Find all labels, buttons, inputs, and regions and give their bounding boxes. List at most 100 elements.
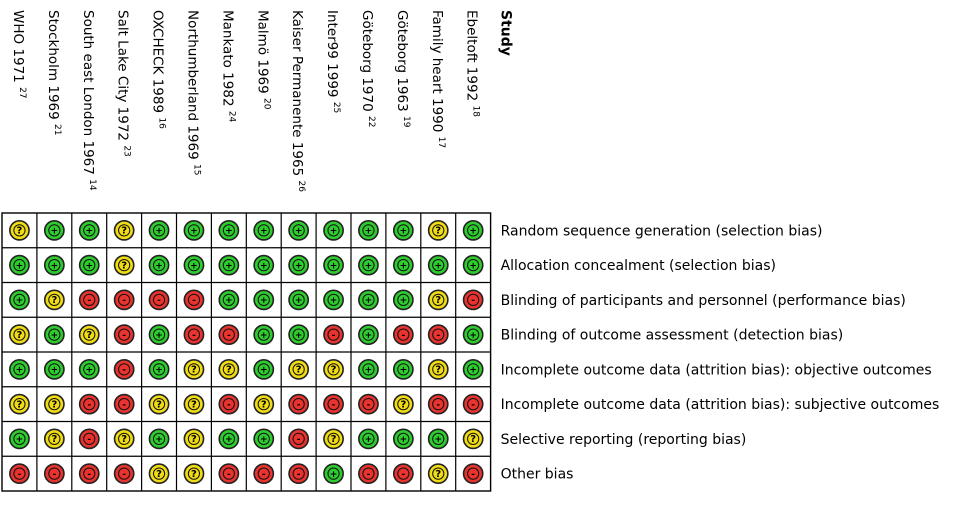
judgement-inner-ring xyxy=(152,224,166,237)
judgement-inner-ring xyxy=(222,224,235,237)
study-reference: 22 xyxy=(366,116,376,127)
judgement-inner-ring xyxy=(467,224,480,237)
study-reference: 24 xyxy=(226,111,236,123)
judgement-inner-ring xyxy=(222,293,235,306)
judgement-inner-ring xyxy=(362,224,375,237)
judgement-cell: - xyxy=(218,463,240,485)
judgement-symbol: - xyxy=(227,400,231,410)
judgement-inner-ring xyxy=(397,293,410,306)
judgement-cell: + xyxy=(148,324,170,346)
judgement-symbol: - xyxy=(332,331,336,341)
judgement-inner-ring xyxy=(13,432,26,445)
judgement-inner-ring xyxy=(13,398,26,411)
judgement-cell: ? xyxy=(113,219,135,241)
judgement-cell: + xyxy=(392,428,414,450)
study-header: Stockholm 1969 21 xyxy=(45,10,62,135)
judgement-symbol: + xyxy=(51,261,59,271)
judgement-symbol: + xyxy=(155,366,163,376)
judgement-inner-ring xyxy=(222,432,235,445)
study-header: Mankato 1982 24 xyxy=(219,10,236,123)
judgement-circle xyxy=(358,324,379,346)
judgement-symbol: - xyxy=(52,470,56,480)
judgement-cell: + xyxy=(9,254,30,276)
study-header: Salt Lake City 1972 23 xyxy=(115,10,132,157)
judgement-cell: - xyxy=(427,324,449,346)
judgement-circle xyxy=(113,463,135,485)
judgement-cell: ? xyxy=(43,289,65,311)
judgement-inner-ring xyxy=(327,467,340,480)
judgement-circle xyxy=(323,254,344,276)
judgement-inner-ring xyxy=(118,467,131,480)
judgement-circle xyxy=(427,289,449,311)
judgement-symbol: + xyxy=(295,331,303,341)
judgement-symbol: ? xyxy=(51,295,57,306)
judgement-inner-ring xyxy=(432,398,445,411)
study-reference: 14 xyxy=(87,179,97,191)
judgement-inner-ring xyxy=(118,398,131,411)
judgement-circle xyxy=(218,219,240,241)
judgement-inner-ring xyxy=(118,328,131,341)
judgement-inner-ring xyxy=(432,293,445,306)
judgement-inner-ring xyxy=(48,398,61,411)
judgement-inner-ring xyxy=(222,328,235,341)
judgement-inner-ring xyxy=(397,328,410,341)
judgement-symbol: - xyxy=(227,331,231,341)
judgement-symbol: ? xyxy=(51,399,57,410)
judgement-cell: + xyxy=(218,219,240,241)
judgement-circle xyxy=(427,324,449,346)
judgement-inner-ring xyxy=(48,293,61,306)
judgement-circle xyxy=(392,289,414,311)
judgement-circle xyxy=(253,254,275,276)
judgement-cell: ? xyxy=(392,393,414,415)
judgement-symbol: ? xyxy=(331,365,337,376)
judgement-cell: ? xyxy=(78,324,100,346)
judgement-inner-ring xyxy=(362,363,375,376)
judgement-inner-ring xyxy=(152,328,166,341)
judgement-grid xyxy=(1,212,492,492)
judgement-symbol: + xyxy=(225,261,233,271)
judgement-cell: - xyxy=(183,324,205,346)
judgement-circle xyxy=(43,463,65,485)
judgement-symbol: - xyxy=(18,470,22,480)
judgement-inner-ring xyxy=(327,328,340,341)
judgement-inner-ring xyxy=(152,293,166,306)
judgement-circle xyxy=(427,254,449,276)
judgement-cell: + xyxy=(358,289,379,311)
judgement-symbol: ? xyxy=(121,434,127,445)
judgement-inner-ring xyxy=(118,363,131,376)
judgement-inner-ring xyxy=(467,259,480,272)
judgement-symbol: - xyxy=(192,331,196,341)
judgement-symbol: - xyxy=(436,331,440,341)
judgement-circle xyxy=(288,428,310,450)
judgement-symbol: - xyxy=(367,470,371,480)
judgement-cell: - xyxy=(78,463,100,485)
study-header: WHO 1971 27 xyxy=(10,10,27,99)
judgement-cell: + xyxy=(392,254,414,276)
judgement-inner-ring xyxy=(257,432,270,445)
judgement-inner-ring xyxy=(48,467,61,480)
judgement-inner-ring xyxy=(118,259,131,272)
judgement-cell: - xyxy=(9,463,30,485)
judgement-circle xyxy=(113,358,135,380)
judgement-symbol: - xyxy=(122,470,126,480)
judgement-cell: - xyxy=(288,393,310,415)
judgement-circle xyxy=(288,358,310,380)
judgement-circle xyxy=(358,428,379,450)
judgement-inner-ring xyxy=(222,398,235,411)
judgement-cell: - xyxy=(78,393,100,415)
domain-label: Incomplete outcome data (attrition bias)… xyxy=(501,362,932,378)
judgement-symbol: + xyxy=(225,227,233,237)
judgement-circle xyxy=(323,463,344,485)
judgement-inner-ring xyxy=(292,398,305,411)
study-header: Family heart 1990 17 xyxy=(429,10,446,148)
judgement-symbol: + xyxy=(260,296,268,306)
judgement-circle xyxy=(78,358,100,380)
judgement-inner-ring xyxy=(292,224,305,237)
judgement-symbol: + xyxy=(51,227,59,237)
judgement-symbol: + xyxy=(365,331,373,341)
judgement-symbol: ? xyxy=(435,295,441,306)
judgement-circle xyxy=(148,428,170,450)
judgement-symbol: ? xyxy=(191,434,197,445)
judgement-circle xyxy=(462,358,484,380)
judgement-cell: ? xyxy=(148,463,170,485)
